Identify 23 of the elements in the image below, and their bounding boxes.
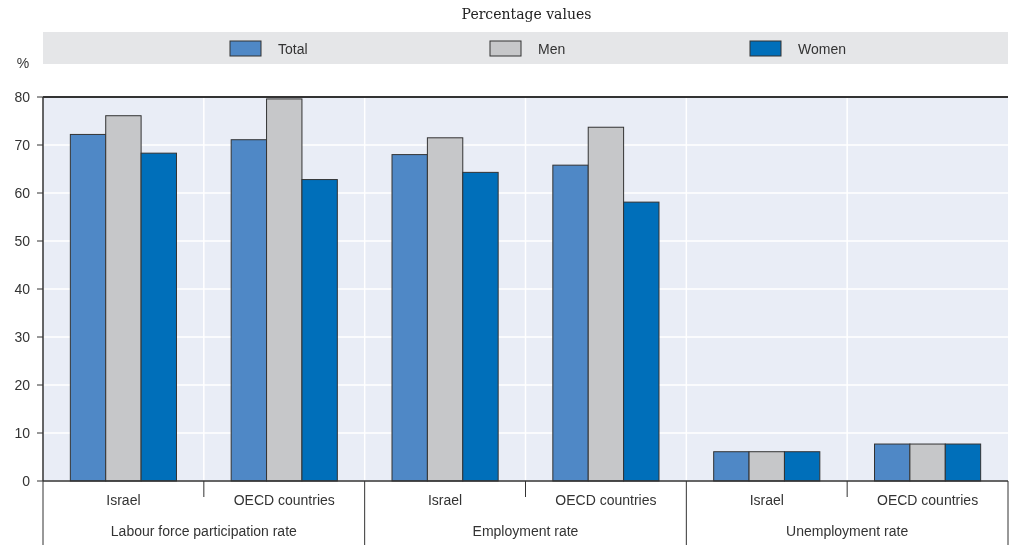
y-tick-label: 20 [14,376,31,393]
text: Unemployment rate [786,523,909,539]
legend-label: Total [278,41,308,57]
text: Labour force participation rate [110,523,298,539]
y-tick-label: 50 [14,232,31,249]
x-tick-label: Israel [106,492,141,508]
legend-label: Men [538,41,566,57]
y-tick-label: 60 [14,184,31,201]
y-tick-label: 40 [14,280,31,297]
x-tick-label: Israel [749,492,784,508]
y-tick-label: 10 [14,424,31,441]
y-tick-label: 0 [22,472,31,489]
y-tick-label: 70 [14,136,31,153]
x-tick-label: OECD countries [877,492,979,508]
x-tick-label: OECD countries [555,492,657,508]
x-tick-label: OECD countries [233,492,335,508]
x-tick-label: Israel [427,492,463,508]
chart-subtitle: Percentage values [461,6,592,22]
y-axis-title: % [16,55,30,71]
text: Employment rate [472,523,579,539]
y-tick-label: 80 [14,88,31,105]
y-tick-label: 30 [14,328,31,345]
legend-label: Women [798,41,846,57]
